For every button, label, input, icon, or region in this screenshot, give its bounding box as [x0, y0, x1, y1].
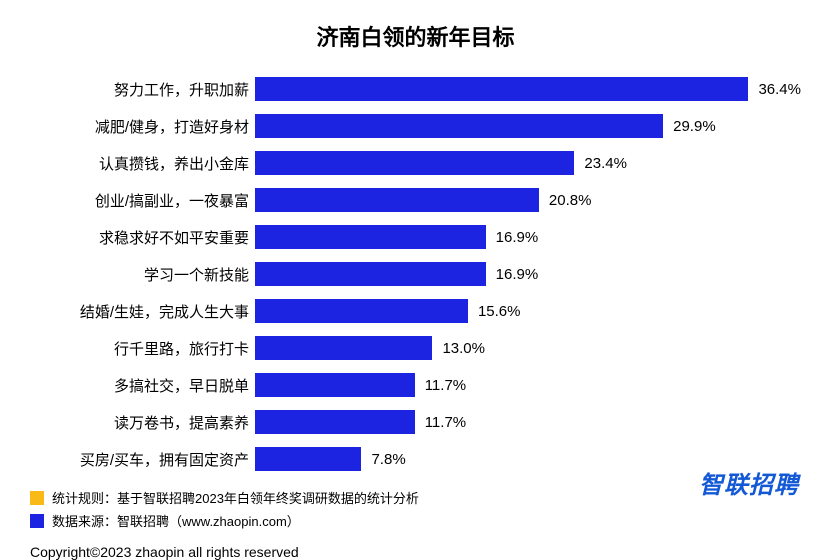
footnote-text: 统计规则：基于智联招聘2023年白领年终奖调研数据的统计分析 [52, 488, 419, 507]
bar-label: 求稳求好不如平安重要 [30, 227, 255, 248]
bar-area: 11.7% [255, 370, 801, 400]
chart-row: 减肥/健身，打造好身材 29.9% [30, 111, 801, 141]
chart-row: 多搞社交，早日脱单 11.7% [30, 370, 801, 400]
footnote-line: 数据来源：智联招聘（www.zhaopin.com） [30, 511, 801, 530]
bar-label: 认真攒钱，养出小金库 [30, 153, 255, 174]
legend-swatch [30, 514, 44, 528]
bar-label: 创业/搞副业，一夜暴富 [30, 190, 255, 211]
chart-row: 认真攒钱，养出小金库 23.4% [30, 148, 801, 178]
chart-row: 求稳求好不如平安重要 16.9% [30, 222, 801, 252]
bar-label: 多搞社交，早日脱单 [30, 375, 255, 396]
bar [255, 410, 415, 434]
chart-row: 读万卷书，提高素养 11.7% [30, 407, 801, 437]
bar-area: 16.9% [255, 259, 801, 289]
bar-area: 20.8% [255, 185, 801, 215]
bar-area: 15.6% [255, 296, 801, 326]
footnote-line: 统计规则：基于智联招聘2023年白领年终奖调研数据的统计分析 [30, 488, 801, 507]
bar-value: 15.6% [478, 303, 521, 320]
bar [255, 262, 486, 286]
legend-swatch [30, 491, 44, 505]
bar-label: 努力工作，升职加薪 [30, 79, 255, 100]
bar-area: 23.4% [255, 148, 801, 178]
chart-row: 努力工作，升职加薪 36.4% [30, 74, 801, 104]
bar-value: 11.7% [425, 377, 466, 394]
bar [255, 447, 361, 471]
bar [255, 373, 415, 397]
chart-footer: 统计规则：基于智联招聘2023年白领年终奖调研数据的统计分析数据来源：智联招聘（… [30, 488, 801, 530]
copyright-text: Copyright©2023 zhaopin all rights reserv… [30, 544, 801, 560]
bar-value: 23.4% [584, 155, 627, 172]
bar-label: 学习一个新技能 [30, 264, 255, 285]
bar-value: 7.8% [371, 451, 405, 468]
bar-label: 买房/买车，拥有固定资产 [30, 449, 255, 470]
bar-area: 16.9% [255, 222, 801, 252]
chart-row: 创业/搞副业，一夜暴富 20.8% [30, 185, 801, 215]
bar-value: 13.0% [442, 340, 485, 357]
bar-value: 29.9% [673, 118, 716, 135]
chart-row: 学习一个新技能 16.9% [30, 259, 801, 289]
bar-value: 20.8% [549, 192, 592, 209]
bar [255, 299, 468, 323]
bar [255, 77, 748, 101]
bar [255, 188, 539, 212]
bar [255, 114, 663, 138]
bar-value: 11.7% [425, 414, 466, 431]
bar-value: 16.9% [496, 229, 539, 246]
bar-area: 11.7% [255, 407, 801, 437]
bar-label: 行千里路，旅行打卡 [30, 338, 255, 359]
bar [255, 151, 574, 175]
bar-label: 结婚/生娃，完成人生大事 [30, 301, 255, 322]
bar [255, 225, 486, 249]
bar-area: 29.9% [255, 111, 801, 141]
bar-value: 16.9% [496, 266, 539, 283]
bar-chart: 努力工作，升职加薪 36.4% 减肥/健身，打造好身材 29.9% 认真攒钱，养出小金库… [30, 74, 801, 474]
footnote-text: 数据来源：智联招聘（www.zhaopin.com） [52, 511, 300, 530]
chart-row: 行千里路，旅行打卡 13.0% [30, 333, 801, 363]
chart-row: 结婚/生娃，完成人生大事 15.6% [30, 296, 801, 326]
brand-logo: 智联招聘 [699, 465, 799, 500]
bar-label: 减肥/健身，打造好身材 [30, 116, 255, 137]
bar-label: 读万卷书，提高素养 [30, 412, 255, 433]
bar-area: 36.4% [255, 74, 801, 104]
bar [255, 336, 432, 360]
chart-title: 济南白领的新年目标 [30, 20, 801, 52]
bar-value: 36.4% [758, 81, 801, 98]
chart-row: 买房/买车，拥有固定资产 7.8% [30, 444, 801, 474]
bar-area: 13.0% [255, 333, 801, 363]
